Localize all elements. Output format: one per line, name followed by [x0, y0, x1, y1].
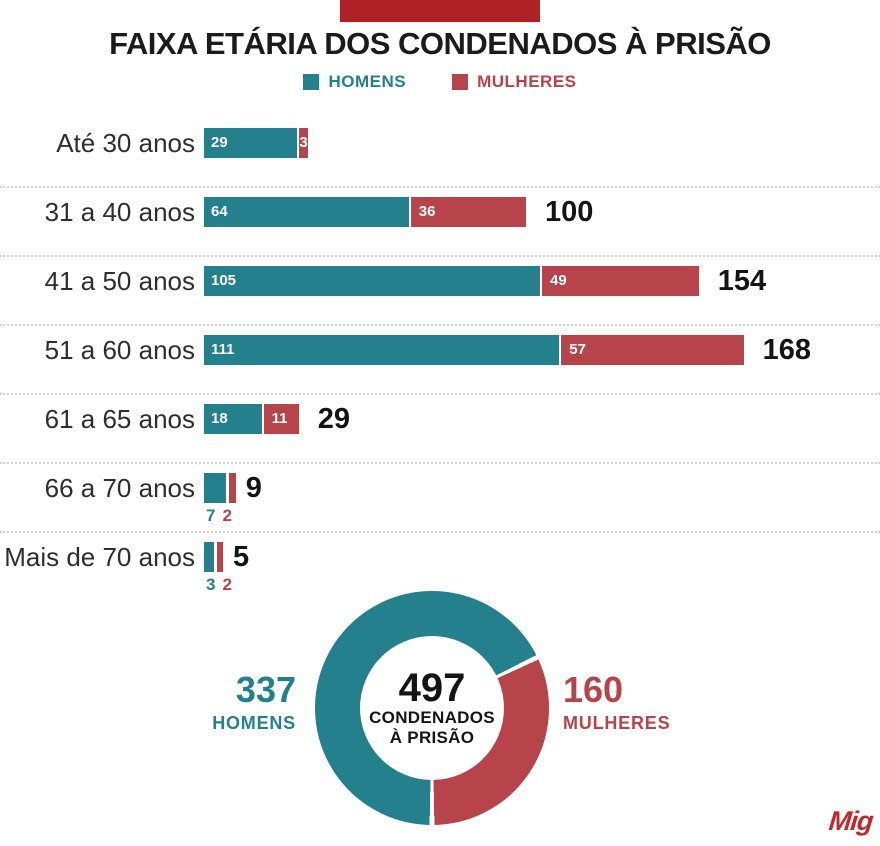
legend-item-homens: HOMENS [303, 72, 406, 92]
mig-logo: Mig [826, 806, 874, 836]
bar-row-label: 51 a 60 anos [44, 335, 195, 365]
bar-value-mulheres: 3 [299, 134, 308, 151]
bar-segment-homens: 18 [204, 404, 262, 434]
bar-value-homens: 7 [206, 506, 216, 525]
bar-segment-mulheres: 57 [561, 335, 744, 365]
bar-row-label: 41 a 50 anos [44, 266, 195, 296]
bar-value-homens: 105 [211, 272, 237, 289]
bar-value-homens: 18 [211, 410, 228, 427]
stacked-bar-chart: Até 30 anos 29 3 31 a 40 anos 64 36 100 41 a 50… [0, 128, 880, 593]
bar-value-mulheres: 49 [550, 272, 567, 289]
mulheres-swatch-icon [452, 74, 469, 90]
bar-total: 154 [717, 265, 767, 297]
bar-segment-mulheres [229, 473, 236, 503]
donut-hole: 497 CONDENADOS À PRISÃO [360, 636, 504, 780]
bar-value-mulheres: 11 [271, 410, 288, 427]
row-separator [0, 531, 880, 533]
top-banner-bar [340, 0, 540, 22]
donut-center-value: 497 [398, 666, 466, 710]
bar-segment-homens: 64 [204, 197, 409, 227]
bar-total: 5 [233, 541, 250, 573]
row-separator [0, 255, 880, 257]
legend: HOMENS MULHERES [0, 72, 880, 92]
page-title: FAIXA ETÁRIA DOS CONDENADOS À PRISÃO [109, 26, 771, 61]
donut-center-label-line2: À PRISÃO [389, 728, 475, 747]
mulheres-total: 160 [563, 669, 624, 710]
homens-total: 337 [235, 669, 296, 710]
bar-value-homens: 3 [206, 575, 216, 594]
mulheres-total-label: MULHERES [563, 713, 671, 733]
row-separator [0, 462, 880, 464]
bar-total: 29 [317, 403, 351, 435]
bar-value-mulheres: 57 [569, 341, 586, 358]
bar-value-mulheres: 2 [222, 575, 232, 594]
bar-segment-homens [204, 473, 227, 503]
legend-label-mulheres: MULHERES [477, 72, 577, 91]
donut-label-mulheres: 160 MULHERES [563, 669, 783, 733]
bar-total: 168 [762, 334, 811, 366]
donut-chart: 497 CONDENADOS À PRISÃO [315, 591, 549, 825]
bar-value-mulheres: 36 [418, 203, 436, 220]
bar-total: 100 [545, 196, 594, 228]
bar-segment-mulheres: 36 [410, 197, 526, 227]
bar-segment-homens [204, 542, 214, 572]
bar-total: 9 [245, 472, 262, 504]
bar-row-label: 66 a 70 anos [44, 473, 195, 503]
bar-value-homens: 29 [211, 134, 228, 151]
bar-segment-homens: 111 [204, 335, 560, 365]
bar-segment-mulheres: 49 [542, 266, 699, 296]
legend-label-homens: HOMENS [328, 72, 407, 91]
bar-segment-homens: 29 [204, 128, 297, 158]
row-separator [0, 186, 880, 188]
legend-item-mulheres: MULHERES [452, 72, 576, 92]
bar-value-mulheres: 2 [222, 506, 232, 525]
donut-label-homens: 337 HOMENS [96, 669, 296, 733]
homens-total-label: HOMENS [212, 713, 296, 733]
bar-row-label: Mais de 70 anos [4, 542, 195, 572]
bar-row-label: Até 30 anos [56, 128, 195, 158]
bar-segment-mulheres [216, 542, 223, 572]
bar-segment-mulheres: 11 [263, 404, 299, 434]
bar-segment-homens: 105 [204, 266, 540, 296]
bar-value-homens: 111 [211, 341, 235, 358]
bar-row-label: 31 a 40 anos [44, 197, 195, 227]
bar-row-label: 61 a 65 anos [44, 404, 195, 434]
donut-center-label-line1: CONDENADOS [369, 708, 495, 727]
row-separator [0, 393, 880, 395]
bar-segment-mulheres: 3 [298, 128, 309, 158]
row-separator [0, 324, 880, 326]
homens-swatch-icon [303, 74, 320, 90]
bar-value-homens: 64 [211, 203, 228, 220]
